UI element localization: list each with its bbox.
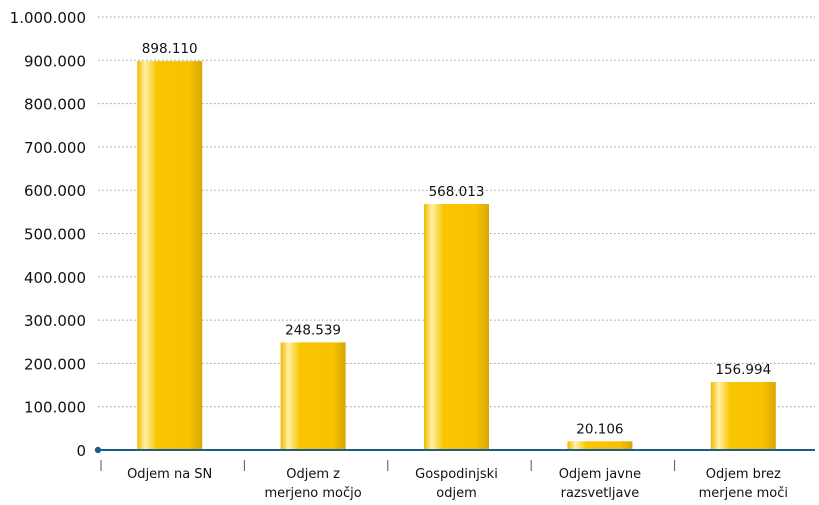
y-tick-label: 900.000 (24, 52, 86, 70)
data-label: 898.110 (142, 41, 198, 57)
axis-origin-dot (94, 446, 102, 454)
bar (424, 204, 489, 450)
x-tick-label: odjem (436, 486, 476, 501)
data-label: 568.013 (429, 184, 485, 200)
x-axis (94, 446, 815, 471)
bar (710, 382, 776, 450)
data-labels: 898.110 248.539 568.013 20.106 156.994 (142, 41, 771, 437)
bar (137, 61, 203, 450)
gridlines (98, 16, 815, 408)
y-tick-label: 400.000 (24, 269, 86, 287)
bar (567, 441, 633, 450)
x-tick-label: Odjem z (286, 467, 340, 482)
y-tick-label: 200.000 (24, 355, 86, 373)
data-label: 156.994 (715, 362, 771, 378)
bar (280, 342, 346, 450)
x-tick-label: Odjem brez (706, 467, 781, 482)
x-tick-label: Odjem javne (559, 467, 641, 482)
y-tick-label: 600.000 (24, 182, 86, 200)
x-tick-label: Gospodinjski (415, 467, 498, 482)
x-tick-label: merjeno močjo (264, 486, 361, 501)
x-axis-tick-labels: Odjem na SN Odjem z merjeno močjo Gospodinj… (127, 467, 788, 501)
y-tick-label: 800.000 (24, 96, 86, 114)
y-tick-label: 700.000 (24, 139, 86, 157)
bars (137, 61, 776, 450)
x-tick-label: merjene moči (699, 486, 788, 501)
y-tick-label: 300.000 (24, 312, 86, 330)
data-label: 248.539 (285, 322, 341, 338)
y-tick-label: 500.000 (24, 226, 86, 244)
x-tick-label: razsvetljave (561, 486, 640, 501)
x-tick-label: Odjem na SN (127, 467, 212, 482)
y-tick-label: 0 (76, 442, 86, 460)
data-label: 20.106 (576, 421, 623, 437)
y-tick-label: 1.000.000 (10, 9, 86, 27)
y-tick-label: 100.000 (24, 399, 86, 417)
y-axis-tick-labels: 0 100.000 200.000 300.000 400.000 500.000 600.… (10, 9, 86, 460)
